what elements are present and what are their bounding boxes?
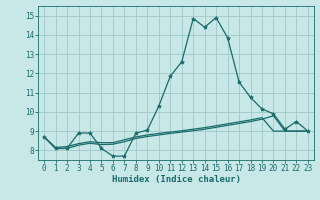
X-axis label: Humidex (Indice chaleur): Humidex (Indice chaleur)	[111, 175, 241, 184]
